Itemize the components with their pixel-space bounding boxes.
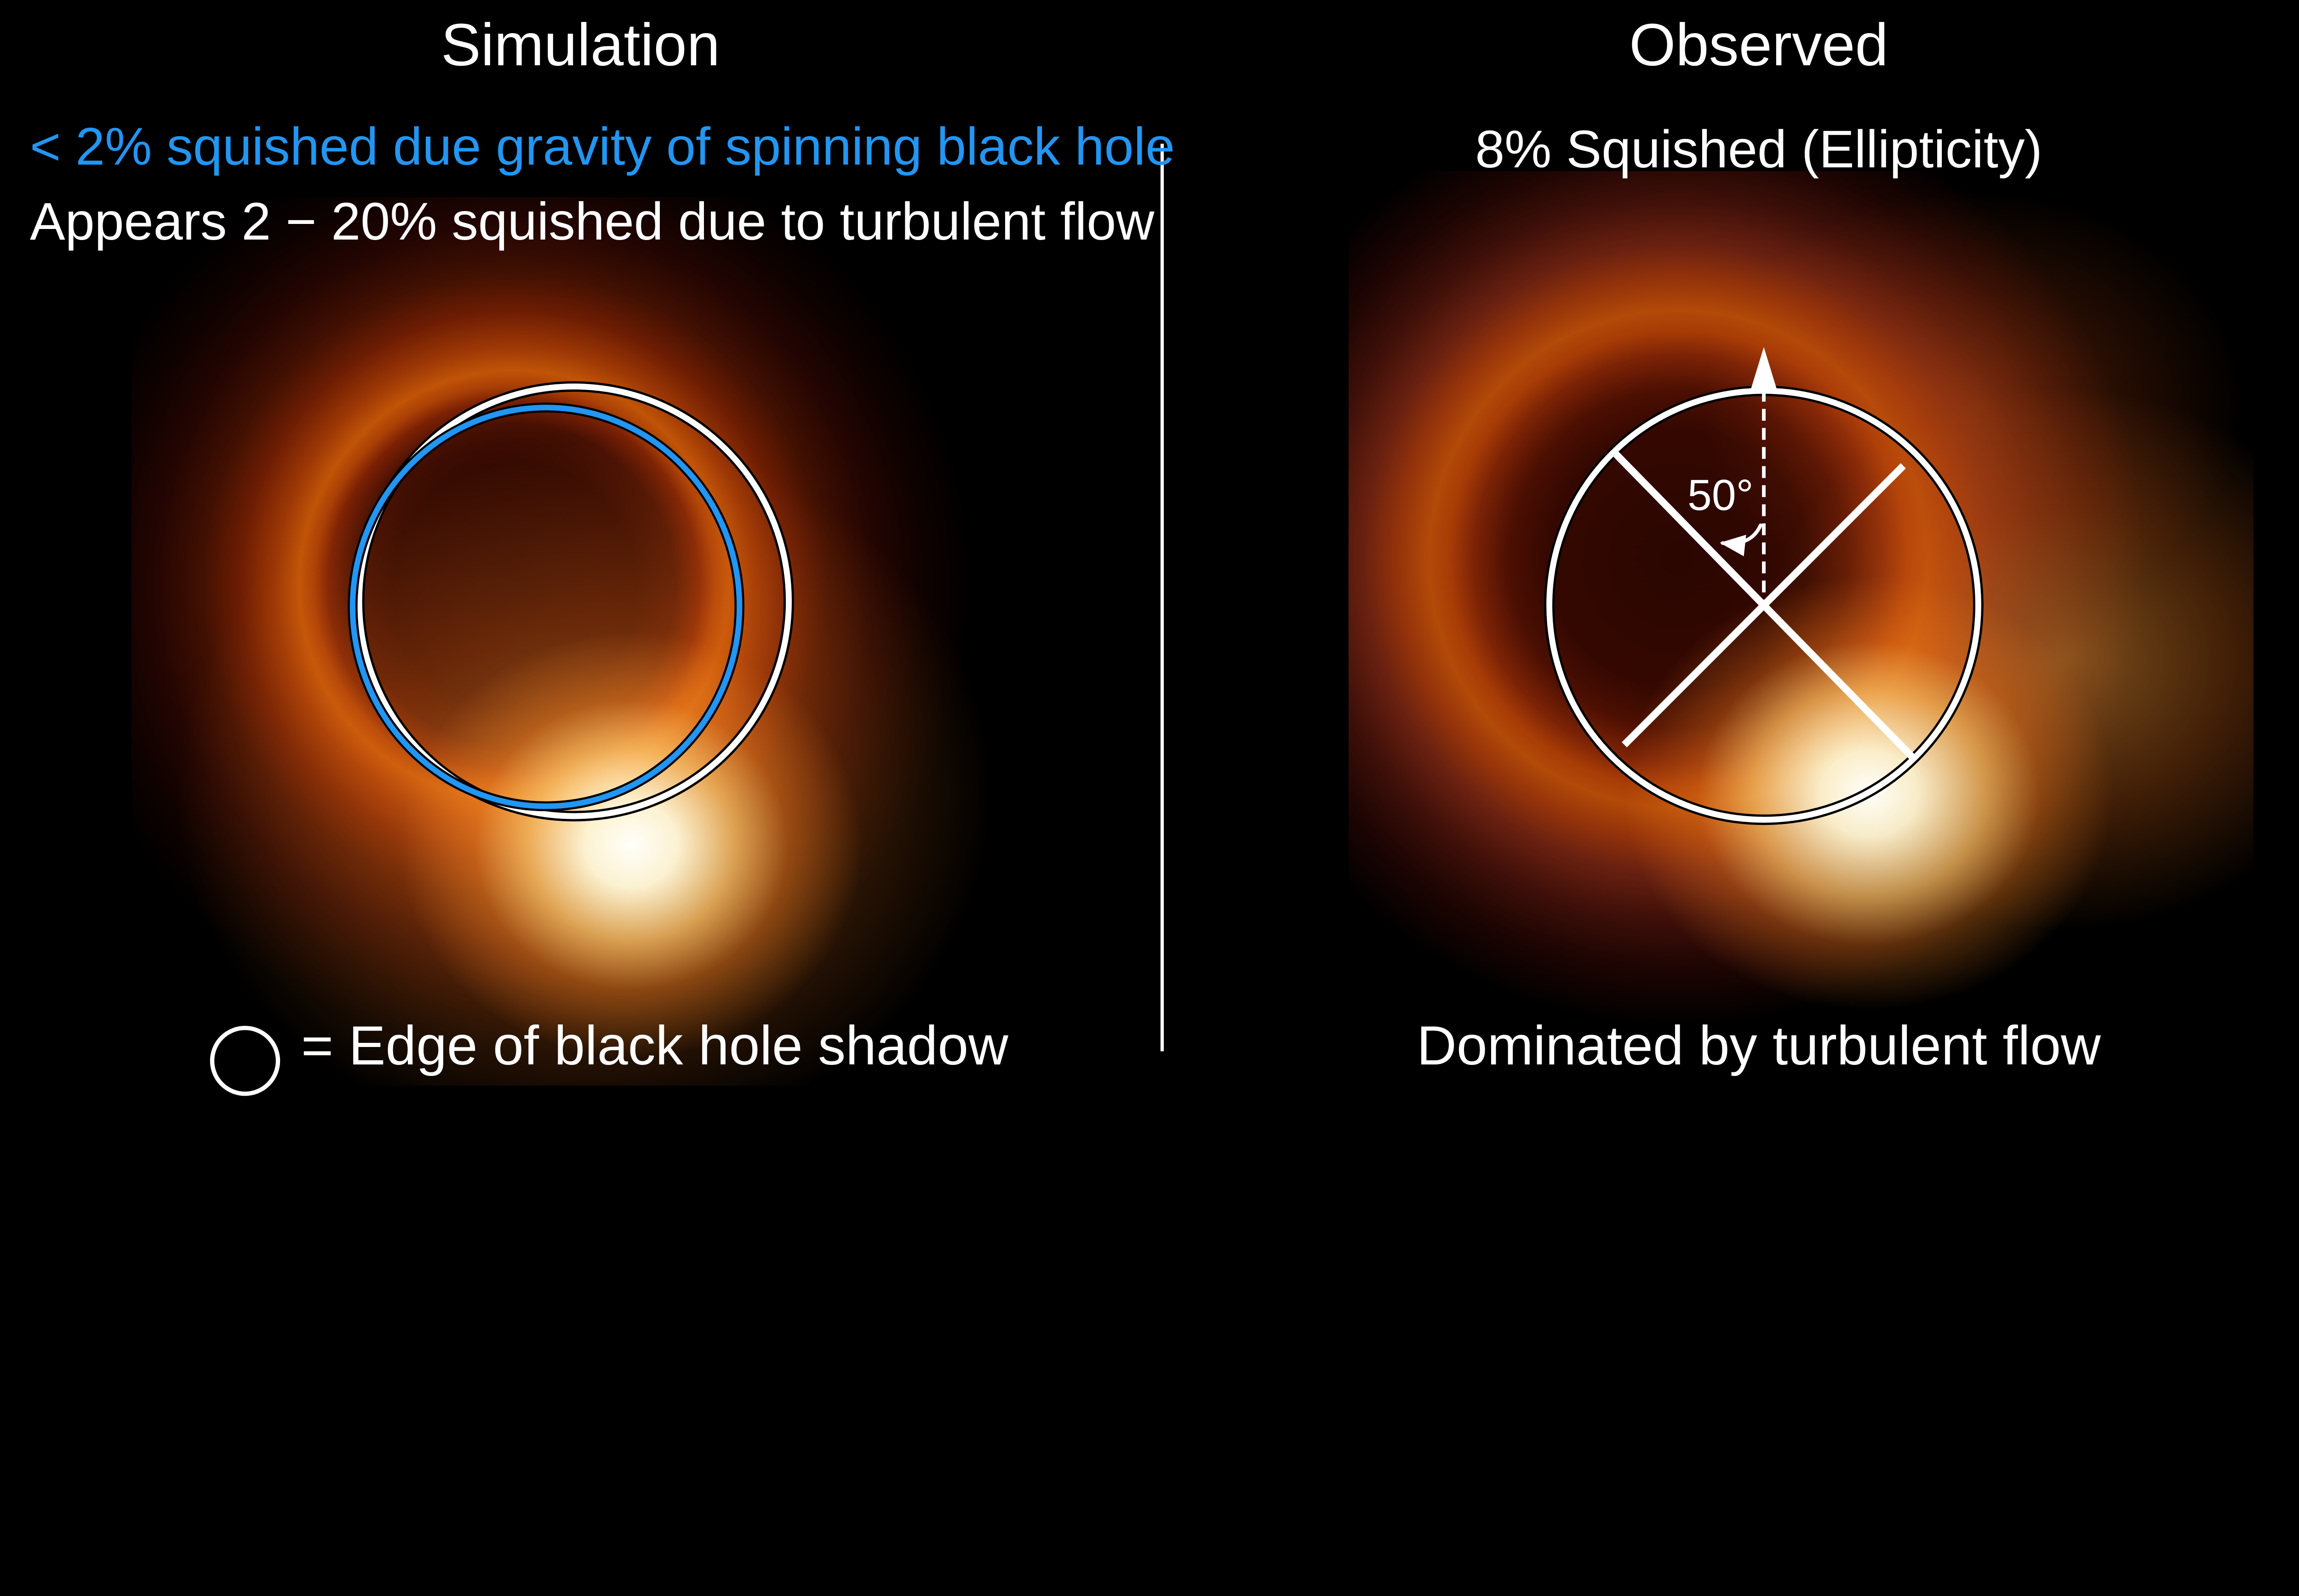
legend-circle-icon xyxy=(210,1025,280,1096)
legend-label: = Edge of black hole shadow xyxy=(301,1015,1008,1077)
spin-ellipse-blue xyxy=(348,402,744,812)
right-caption: Dominated by turbulent flow xyxy=(1417,1015,2101,1077)
spin-ellipse-blue-stroke xyxy=(349,405,743,809)
left-subtitle-spin: < 2% squished due gravity of spinning bl… xyxy=(30,117,1175,177)
left-panel-title: Simulation xyxy=(441,11,720,79)
shadow-edge-circle-left xyxy=(354,381,794,822)
figure-root: Simulation < 2% squished due gravity of … xyxy=(30,11,2253,1096)
right-subtitle-squished: 8% Squished (Ellipticity) xyxy=(1475,120,2042,179)
annotation-overlay xyxy=(210,143,1981,1096)
right-panel-title: Observed xyxy=(1629,11,1888,79)
angle-value-label: 50° xyxy=(1687,471,1754,520)
left-subtitle-turbulent: Appears 2 − 20% squished due to turbulen… xyxy=(30,192,1155,251)
north-arrowhead-icon xyxy=(1750,347,1777,390)
angle-arc-arrow-icon xyxy=(1720,523,1762,556)
shadow-edge-circle-left-stroke xyxy=(356,383,792,819)
blackhole-image-simulation xyxy=(131,197,1020,1086)
blackhole-image-observed xyxy=(1349,171,2253,1076)
